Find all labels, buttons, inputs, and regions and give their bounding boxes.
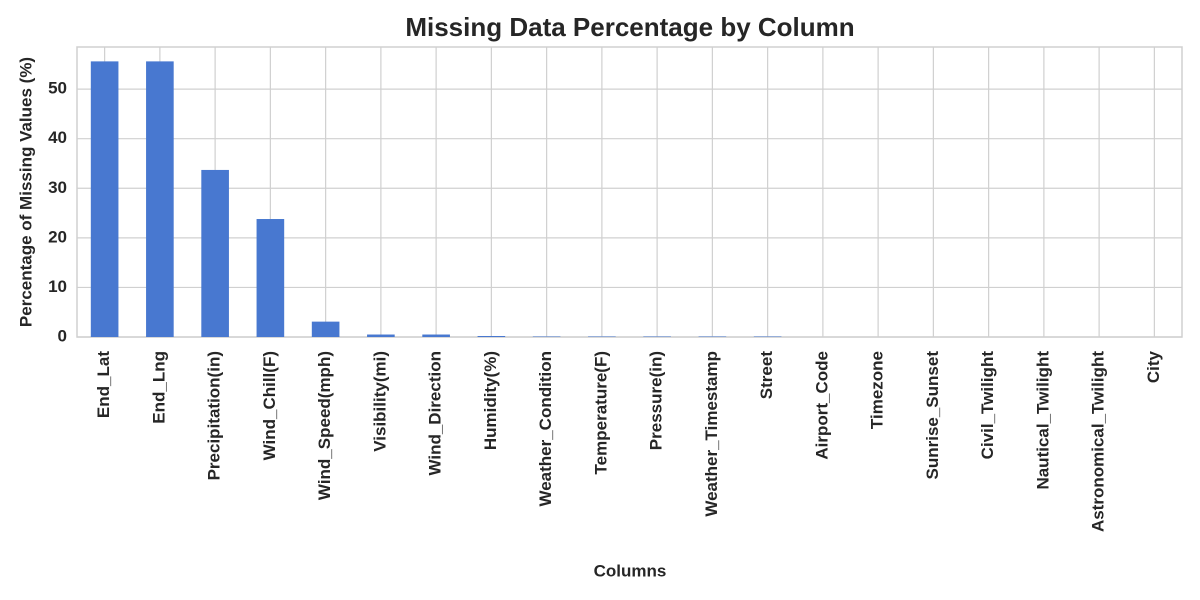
y-axis-label: Percentage of Missing Values (%) [16, 57, 35, 327]
x-tick-label: Temperature(F) [591, 351, 610, 474]
x-tick-label: Wind_Direction [426, 351, 445, 476]
bar [311, 321, 340, 337]
x-tick-label: Sunrise_Sunset [923, 351, 942, 480]
chart-title: Missing Data Percentage by Column [405, 12, 854, 42]
x-tick-label: Pressure(in) [647, 351, 666, 450]
x-tick-label: Precipitation(in) [205, 351, 224, 480]
x-tick-label: Humidity(%) [481, 351, 500, 450]
bar [422, 334, 450, 337]
x-tick-label: Visibility(mi) [370, 351, 389, 452]
plot-frame [76, 46, 1183, 338]
x-tick-label: Wind_Chill(F) [260, 351, 279, 460]
y-tick-label: 50 [48, 79, 67, 98]
x-axis-label: Columns [594, 561, 667, 580]
x-tick-label: Astronomical_Twilight [1089, 351, 1108, 532]
x-tick-label: Weather_Timestamp [702, 351, 721, 517]
x-tick-label: End_Lng [149, 351, 168, 424]
x-tick-label: Airport_Code [812, 351, 831, 460]
x-tick-label: End_Lat [94, 351, 113, 418]
bar [256, 219, 285, 337]
y-tick-label: 20 [48, 227, 67, 246]
bar [477, 336, 506, 337]
x-tick-label: Civil_Twilight [978, 351, 997, 460]
x-tick-label: City [1144, 350, 1163, 383]
bar [367, 334, 395, 337]
y-tick-label: 40 [48, 128, 67, 147]
y-tick-label: 10 [48, 277, 67, 296]
x-tick-label: Weather_Condition [536, 351, 555, 507]
y-tick-label: 30 [48, 178, 67, 197]
x-tick-label: Street [757, 351, 776, 400]
bar [146, 61, 174, 337]
x-tick-label: Nautical_Twilight [1033, 351, 1052, 490]
x-tick-label: Wind_Speed(mph) [315, 351, 334, 500]
y-tick-label: 0 [58, 326, 67, 345]
bar [90, 61, 119, 337]
bar [201, 169, 229, 337]
x-tick-label: Timezone [868, 351, 887, 429]
